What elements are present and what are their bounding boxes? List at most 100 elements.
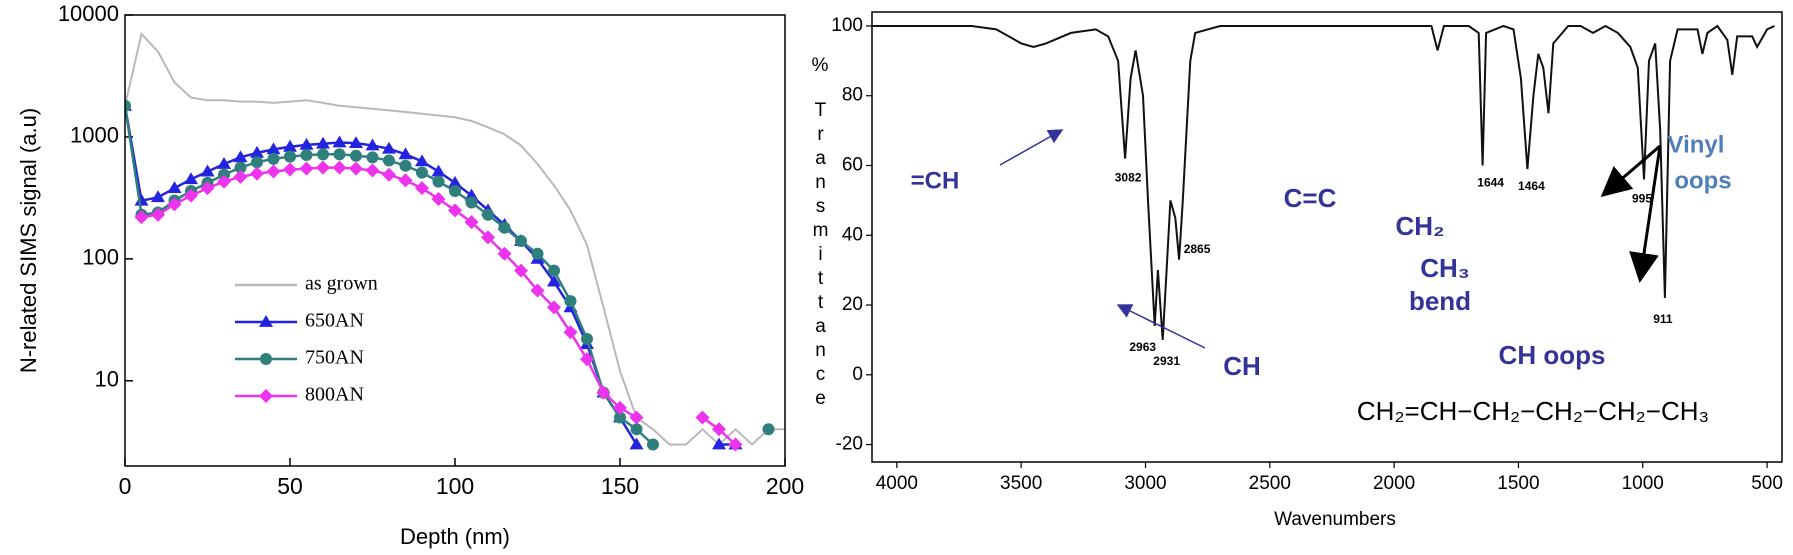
x-tick-label: 500 — [1751, 473, 1783, 494]
x-tick-label: 100 — [436, 473, 474, 499]
series-line — [125, 106, 769, 445]
series-line — [141, 166, 737, 446]
triangle-marker — [332, 135, 347, 148]
diamond-marker — [283, 162, 297, 177]
triangle-marker — [398, 147, 413, 160]
arrow — [1116, 304, 1206, 349]
x-tick-label: 1500 — [1497, 473, 1539, 494]
circle-marker — [647, 438, 659, 451]
diamond-marker — [365, 163, 380, 178]
legend-label: as grown — [305, 273, 378, 295]
circle-marker — [260, 353, 272, 365]
diamond-marker — [134, 210, 149, 225]
peak-label: 2931 — [1153, 354, 1180, 368]
circle-marker — [267, 152, 280, 165]
diamond-marker — [514, 263, 528, 278]
triangle-marker — [217, 156, 231, 169]
diamond-marker — [712, 422, 726, 437]
arrow — [999, 129, 1064, 166]
triangle-marker — [259, 315, 273, 327]
diamond-marker — [299, 161, 314, 176]
diamond-marker — [464, 215, 479, 230]
plot-frame — [124, 14, 786, 467]
diamond-marker — [259, 389, 273, 403]
triangle-marker — [184, 172, 198, 185]
diamond-marker — [250, 166, 264, 181]
peak-label: 1644 — [1477, 176, 1504, 190]
x-tick-label: 4000 — [876, 473, 918, 494]
x-tick-label: 0 — [119, 473, 132, 499]
diamond-marker — [547, 300, 561, 315]
diamond-marker — [266, 164, 281, 179]
circle-marker — [482, 208, 494, 221]
peak-label: 1464 — [1518, 179, 1545, 193]
diamond-marker — [200, 181, 215, 196]
diamond-marker — [167, 197, 182, 212]
circle-marker — [498, 221, 511, 234]
triangle-marker — [415, 154, 429, 167]
annotation: CH₂ — [1395, 211, 1444, 241]
x-tick-label: 200 — [766, 473, 804, 499]
peak-label: 995 — [1632, 192, 1652, 206]
diamond-marker — [728, 437, 743, 452]
circle-marker — [125, 99, 131, 112]
annotation: CH₃ — [1420, 253, 1470, 283]
circle-marker — [251, 156, 263, 169]
triangle-marker — [233, 150, 248, 163]
triangle-marker — [629, 437, 644, 450]
arrow — [1600, 144, 1661, 197]
circle-marker — [449, 185, 461, 198]
triangle-marker — [200, 164, 215, 177]
legend-label: 650AN — [305, 310, 364, 332]
annotation: bend — [1409, 286, 1471, 316]
circle-marker — [614, 411, 626, 424]
diamond-marker — [349, 161, 363, 176]
y-tick-label: 20 — [842, 294, 863, 315]
triangle-marker — [448, 175, 462, 188]
diamond-marker — [382, 167, 396, 182]
peak-label: 2865 — [1184, 242, 1211, 256]
triangle-marker — [151, 190, 165, 203]
diamond-marker — [695, 410, 710, 425]
diamond-marker — [398, 173, 413, 188]
annotation: =CH — [911, 167, 960, 194]
diamond-marker — [332, 160, 347, 175]
x-tick-label: 2500 — [1249, 473, 1291, 494]
x-tick-label: 150 — [601, 473, 639, 499]
y-axis-label: Transmittance — [810, 100, 831, 412]
plot-area — [125, 31, 785, 452]
formula: CH₂=CH−CH₂−CH₂−CH₂−CH₃ — [1357, 396, 1709, 426]
annotation: CH — [1223, 351, 1261, 381]
series-line — [125, 105, 736, 446]
circle-marker — [284, 150, 296, 163]
y-tick-label: 10000 — [58, 1, 119, 26]
x-axis-label: Wavenumbers — [1274, 509, 1396, 530]
circle-marker — [399, 159, 412, 172]
peak-label: 911 — [1653, 312, 1673, 326]
triangle-marker — [431, 164, 446, 177]
triangle-marker — [266, 142, 281, 155]
x-tick-label: 50 — [277, 473, 303, 499]
plot-frame — [871, 11, 1783, 463]
triangle-marker — [299, 137, 314, 150]
x-axis-label: Depth (nm) — [400, 524, 510, 549]
spectrum-line — [872, 24, 1775, 340]
circle-marker — [300, 149, 313, 162]
circle-marker — [234, 161, 247, 174]
y-tick-label: 60 — [842, 155, 863, 176]
circle-marker — [416, 166, 428, 179]
circle-marker — [366, 151, 379, 164]
circle-marker — [350, 149, 362, 162]
triangle-marker — [283, 139, 297, 152]
circle-marker — [531, 247, 544, 260]
triangle-marker — [134, 193, 149, 206]
x-tick-label: 3500 — [1000, 473, 1042, 494]
y-axis-label: N-related SIMS signal (a.u) — [16, 108, 41, 373]
annotation: oops — [1674, 167, 1731, 194]
triangle-marker — [365, 138, 380, 151]
triangle-marker — [712, 437, 726, 450]
diamond-marker — [431, 191, 446, 206]
circle-marker — [564, 295, 577, 308]
